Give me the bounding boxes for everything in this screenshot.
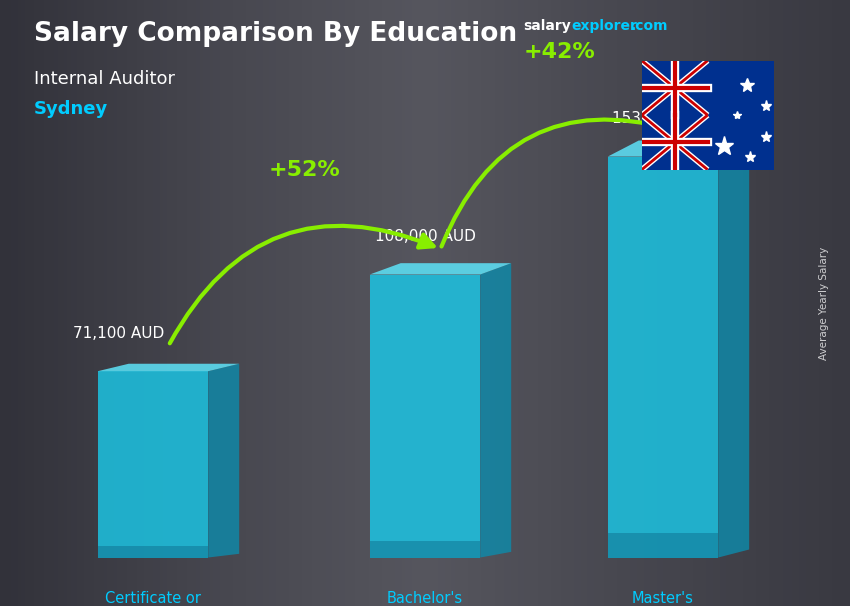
Polygon shape (718, 141, 749, 558)
Text: Internal Auditor: Internal Auditor (34, 70, 175, 88)
Text: 108,000 AUD: 108,000 AUD (375, 229, 475, 244)
Polygon shape (370, 275, 480, 558)
Text: Master's
Degree: Master's Degree (632, 591, 694, 606)
Text: 153,000 AUD: 153,000 AUD (613, 112, 713, 126)
Polygon shape (608, 141, 749, 156)
Text: Salary Comparison By Education: Salary Comparison By Education (34, 21, 517, 47)
Text: +52%: +52% (269, 160, 340, 180)
Text: Bachelor's
Degree: Bachelor's Degree (387, 591, 463, 606)
Polygon shape (208, 364, 239, 558)
Text: Average Yearly Salary: Average Yearly Salary (819, 247, 829, 359)
Text: explorer: explorer (571, 19, 638, 33)
Polygon shape (370, 263, 511, 275)
Polygon shape (98, 547, 208, 558)
Polygon shape (370, 541, 480, 558)
Polygon shape (608, 156, 718, 558)
Polygon shape (98, 364, 239, 371)
Text: Sydney: Sydney (34, 100, 108, 118)
Text: 71,100 AUD: 71,100 AUD (73, 326, 165, 341)
Text: +42%: +42% (524, 42, 595, 62)
Polygon shape (98, 371, 208, 558)
Text: .com: .com (631, 19, 668, 33)
Polygon shape (480, 263, 511, 558)
Text: Certificate or
Diploma: Certificate or Diploma (105, 591, 201, 606)
Polygon shape (608, 533, 718, 558)
Text: salary: salary (523, 19, 570, 33)
